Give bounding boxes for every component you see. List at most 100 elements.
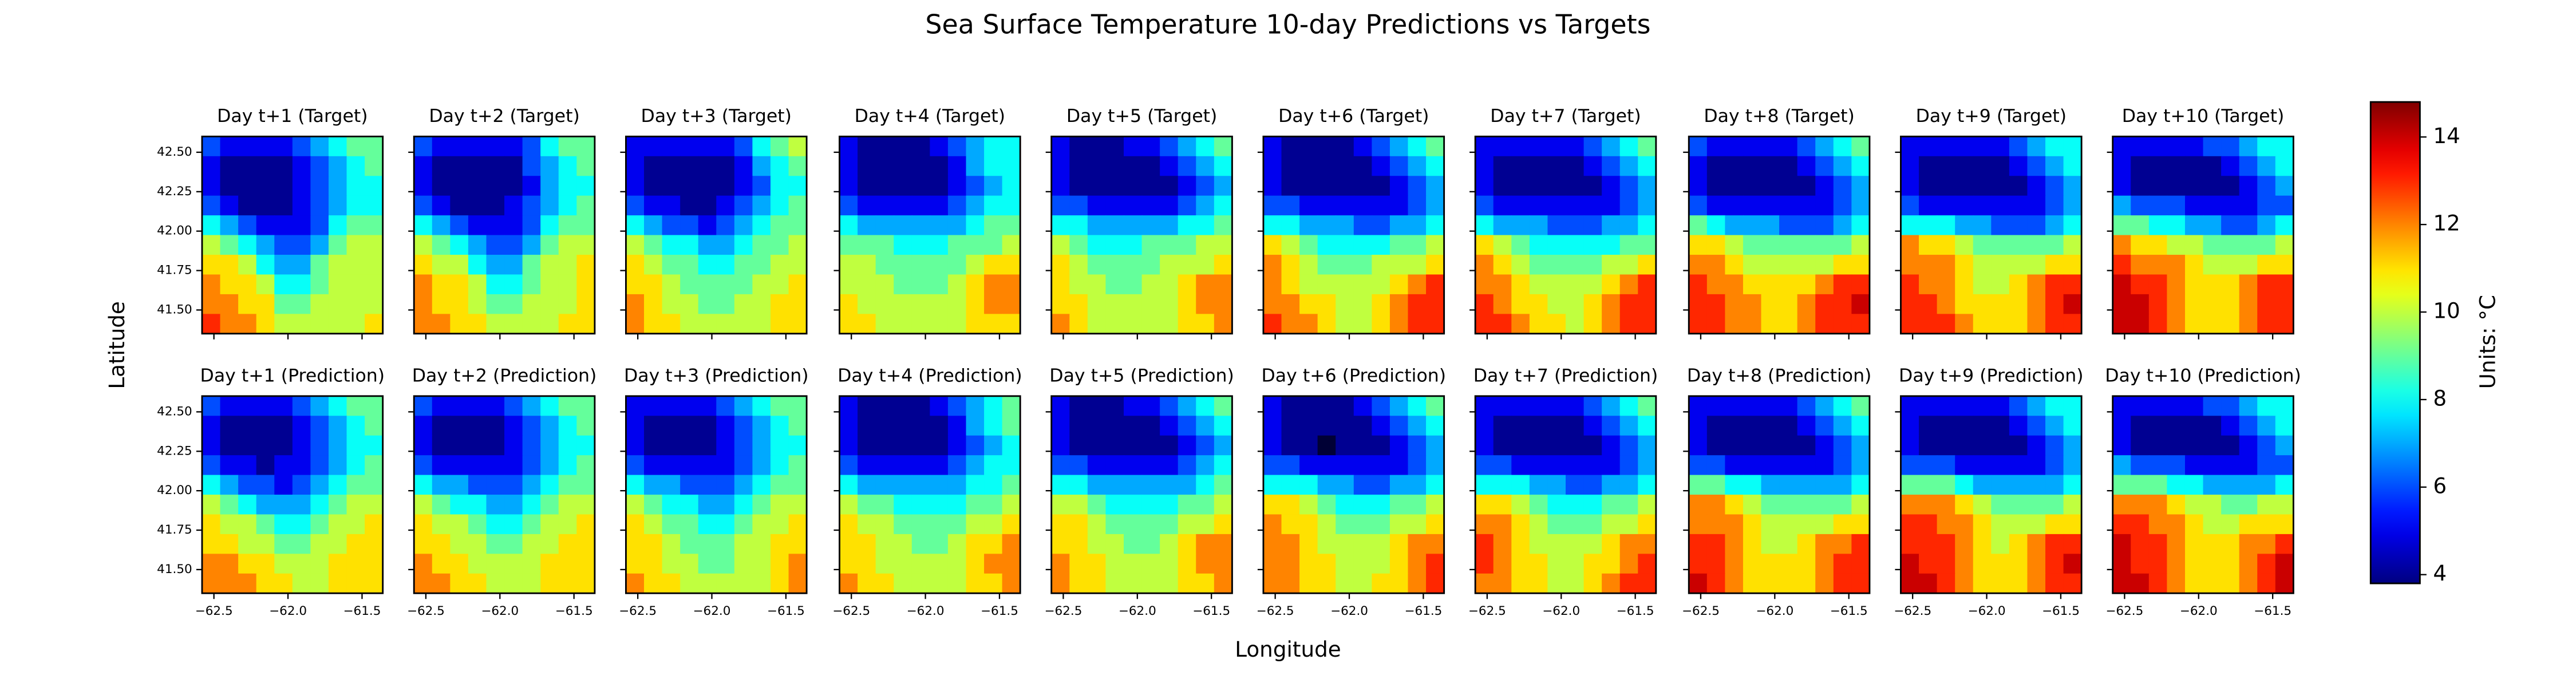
heatmap-cell (930, 514, 949, 535)
heatmap-cell (558, 475, 578, 495)
heatmap-cell (540, 514, 559, 535)
heatmap-cell (770, 215, 789, 236)
heatmap-cell (1815, 534, 1834, 555)
heatmap-cell (1263, 136, 1282, 157)
heatmap-cell (930, 136, 949, 157)
heatmap-cell (432, 314, 451, 334)
heatmap-cell (292, 435, 311, 456)
heatmap-cell (328, 416, 347, 436)
heatmap-cell (522, 136, 542, 157)
heatmap-cell (1105, 455, 1124, 476)
heatmap-cell (292, 195, 311, 216)
heatmap-cell (752, 475, 771, 495)
heatmap-cell (2112, 136, 2132, 157)
heatmap-cell (2009, 215, 2028, 236)
heatmap-cell (486, 255, 505, 275)
heatmap-cell (1196, 573, 1215, 594)
heatmap-cell (2257, 554, 2276, 574)
heatmap-cell (1124, 514, 1143, 535)
heatmap-cell (947, 136, 967, 157)
heatmap-cell (752, 573, 771, 594)
heatmap-cell (1991, 136, 2010, 157)
heatmap-cell (2221, 195, 2240, 216)
heatmap-cell (1281, 554, 1300, 574)
heatmap-cell (2112, 176, 2132, 196)
heatmap-cell (1105, 573, 1124, 594)
heatmap-cell (576, 235, 595, 255)
heatmap-cell (310, 235, 329, 255)
heatmap-cell (1408, 195, 1427, 216)
heatmap-cell (1178, 475, 1197, 495)
heatmap-cell (1087, 455, 1107, 476)
heatmap-cell (292, 274, 311, 295)
heatmap-cell (522, 534, 542, 555)
heatmap-cell (1638, 255, 1657, 275)
heatmap-cell (1317, 274, 1337, 295)
heatmap-cell (1706, 534, 1726, 555)
heatmap-cell (2148, 195, 2168, 216)
heatmap-cell (1281, 435, 1300, 456)
heatmap-cell (1214, 255, 1233, 275)
heatmap-cell (2184, 435, 2204, 456)
heatmap-cell (644, 195, 663, 216)
x-tick-label: −62.0 (269, 604, 307, 618)
heatmap-cell (1919, 235, 1938, 255)
heatmap-cell (504, 514, 523, 535)
heatmap-cell (238, 475, 257, 495)
heatmap-cell (328, 573, 347, 594)
heatmap-cell (504, 255, 523, 275)
heatmap-cell (2027, 195, 2046, 216)
heatmap-cell (1689, 136, 1708, 157)
heatmap-cell (292, 573, 311, 594)
heatmap-cell (1619, 136, 1639, 157)
heatmap-cell (1160, 136, 1179, 157)
heatmap-cell (576, 215, 595, 236)
heatmap-cell (858, 314, 876, 334)
heatmap-cell (875, 396, 895, 417)
heatmap-cell (1689, 534, 1708, 555)
heatmap-cell (644, 455, 663, 476)
heatmap-cell (202, 495, 221, 515)
heatmap-cell (839, 416, 858, 436)
heatmap-cell (644, 475, 663, 495)
heatmap-cell (1689, 554, 1708, 574)
heatmap-cell (1779, 156, 1798, 177)
heatmap-cell (2045, 554, 2064, 574)
heatmap-cell (2257, 235, 2276, 255)
heatmap-cell (1725, 215, 1744, 236)
panel-title: Day t+10 (Prediction) (2105, 365, 2301, 386)
panel-frame (1050, 135, 1233, 335)
heatmap-cell (2257, 455, 2276, 476)
heatmap-cell (894, 534, 912, 555)
heatmap-cell (274, 554, 293, 574)
heatmap-cell (716, 195, 735, 216)
heatmap-cell (256, 455, 275, 476)
heatmap-cell (1937, 195, 1956, 216)
heatmap-cell (1141, 176, 1161, 196)
heatmap-cell (414, 435, 433, 456)
heatmap-cell (522, 235, 542, 255)
heatmap-cell (2239, 156, 2258, 177)
heatmap-cell (1475, 475, 1494, 495)
heatmap-cell (2275, 215, 2294, 236)
panel-frame (201, 395, 384, 594)
heatmap-cell (256, 255, 275, 275)
heatmap-cell (220, 274, 239, 295)
heatmap-cell (292, 294, 311, 315)
heatmap-cell (1299, 396, 1318, 417)
heatmap-cell (698, 573, 717, 594)
heatmap-cell (1547, 455, 1566, 476)
heatmap-cell (1263, 274, 1282, 295)
heatmap-cell (486, 136, 505, 157)
heatmap-cell (1761, 215, 1780, 236)
heatmap-cell (1178, 215, 1197, 236)
heatmap-cell (540, 176, 559, 196)
heatmap-cell (788, 416, 807, 436)
heatmap-cell (2045, 235, 2064, 255)
heatmap-cell (644, 396, 663, 417)
heatmap-cell (1493, 215, 1512, 236)
heatmap-cell (947, 156, 967, 177)
heatmap-cell (1475, 495, 1494, 515)
heatmap-cell (1851, 554, 1870, 574)
heatmap-cell (468, 455, 487, 476)
